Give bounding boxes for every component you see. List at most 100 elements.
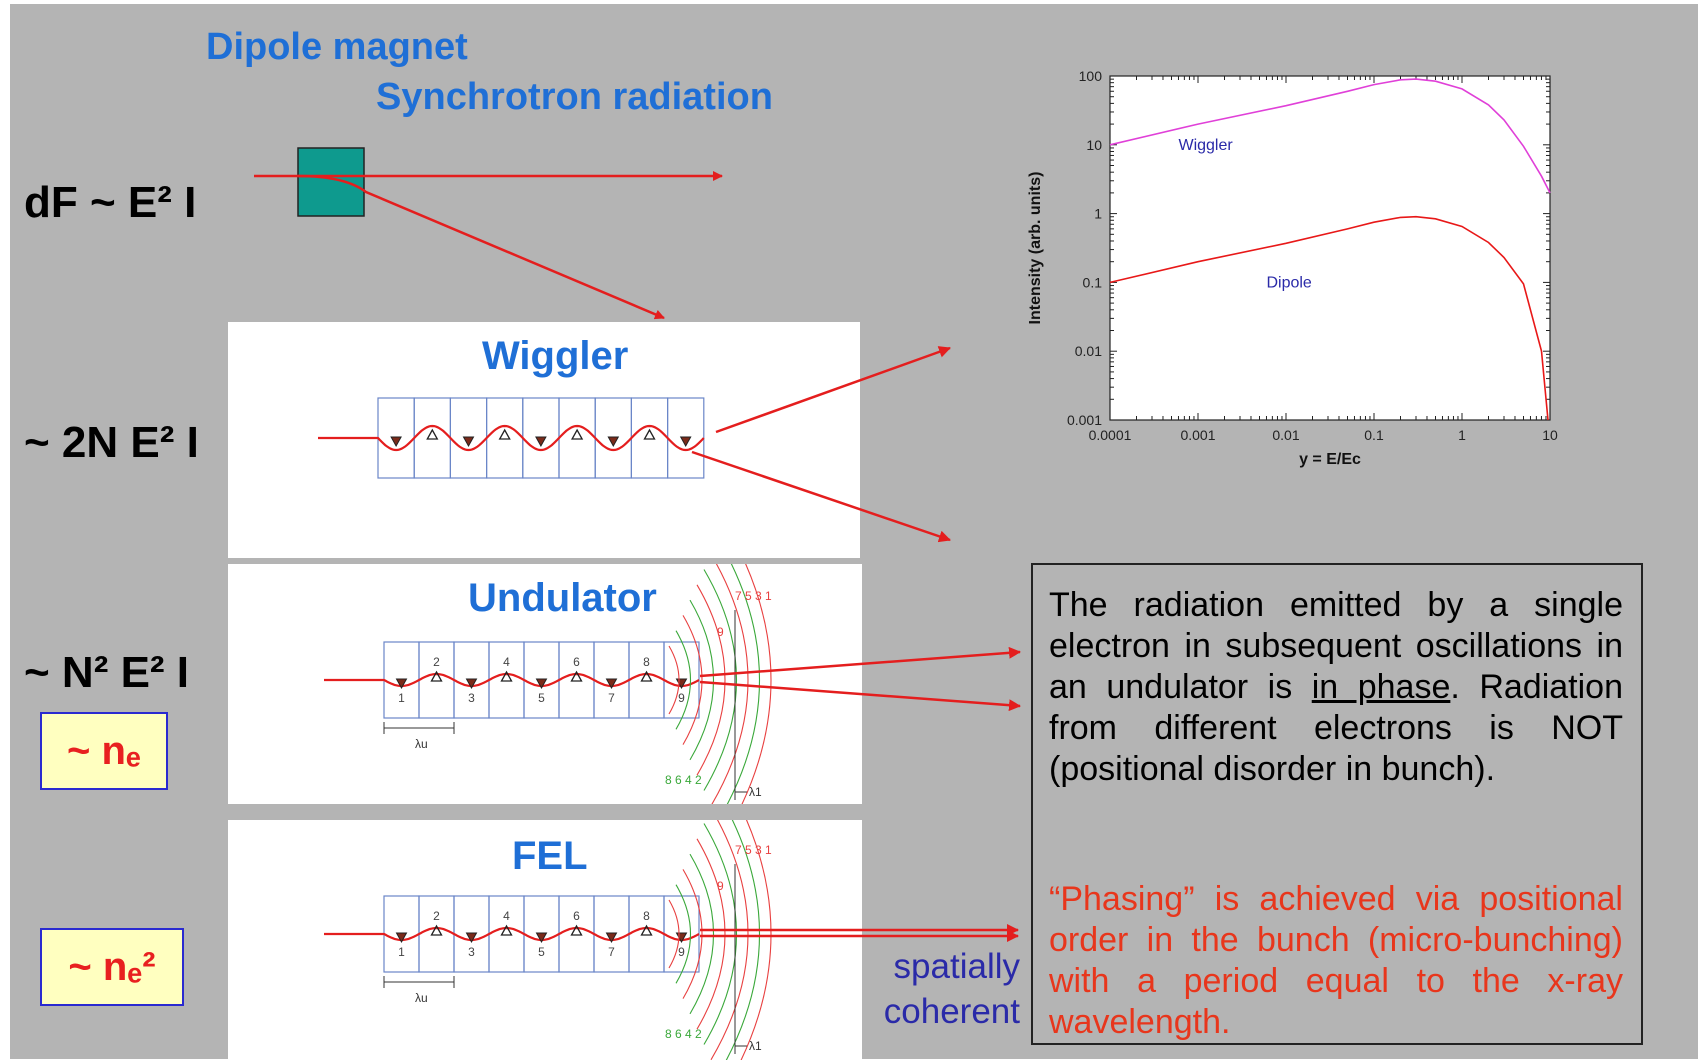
dipole-magnet-block (297, 147, 365, 217)
pole-marker-up (640, 670, 653, 682)
dipole-formula: dF ~ E² I (24, 178, 197, 227)
bent-beam-arrow (297, 174, 665, 320)
phase-text-1: The radiation emitted by a single electr… (1049, 586, 1623, 706)
series-label-bg (1264, 272, 1320, 292)
wavelength-label: λ1 (749, 1039, 762, 1053)
pole-marker-up (643, 428, 656, 440)
dipole-magnet-title: Dipole magnet (206, 26, 468, 68)
wiggler-panel: Wiggler (228, 322, 860, 558)
pole-number: 2 (433, 655, 440, 669)
pole-number: 1 (398, 945, 405, 959)
wave-labels-top: 7 5 3 1 (735, 843, 772, 857)
wiggler-title: Wiggler (482, 334, 629, 378)
electron-trajectory (318, 424, 705, 452)
pole-number: 4 (503, 909, 510, 923)
undulator-drawing: 1 2 3 4 5 6 7 8 9 7 5 3 1 9 8 6 4 2 λu λ1 (324, 564, 772, 804)
pole-number: 2 (433, 909, 440, 923)
y-tick-label: 100 (1079, 68, 1103, 84)
pole-marker-down (465, 932, 478, 944)
series-label-wiggler: Wiggler (1178, 137, 1233, 154)
pole-marker-down (605, 678, 618, 690)
wiggler-lower-arrow (691, 450, 951, 543)
wavefront-arc (682, 615, 703, 745)
pole-number: 6 (573, 909, 580, 923)
x-tick-label: 0.1 (1364, 427, 1384, 443)
pole-number: 4 (503, 655, 510, 669)
wavefront-arc (696, 584, 726, 776)
x-tick-label: 1 (1458, 427, 1466, 443)
wave-label-9: 9 (717, 879, 724, 893)
x-axis-label: y = E/Ec (1299, 451, 1361, 468)
wavefront-arc (741, 564, 772, 804)
wavefront-arc (675, 884, 691, 984)
pole-marker-down (465, 678, 478, 690)
period-label: λu (415, 737, 428, 751)
x-tick-label: 0.001 (1180, 427, 1215, 443)
pole-marker-up (570, 924, 583, 936)
pole-number: 6 (573, 655, 580, 669)
pole-marker-up (570, 670, 583, 682)
wavefront-arc (668, 899, 680, 969)
wavefront-arc (682, 869, 703, 999)
wiggler-drawing (318, 397, 705, 479)
y-tick-label: 1 (1094, 206, 1102, 222)
wave-labels-bottom: 8 6 4 2 (665, 1027, 702, 1041)
undulator-panel: Undulator 1 2 3 4 5 6 7 8 9 7 5 3 1 9 8 6 4 2 λu λ1 (228, 564, 862, 804)
wavefront-arc (689, 853, 715, 1015)
ne-scaling-box: ~ nₑ (40, 712, 168, 790)
phase-text-2: . Radiation from different electrons is … (1049, 668, 1624, 788)
wavelength-label: λ1 (749, 785, 762, 799)
fel-title: FEL (512, 834, 588, 878)
undulator-lower-arrow (699, 680, 1021, 712)
wavefront-arc (726, 564, 761, 804)
wavefront-arc (696, 838, 726, 1030)
pole-number: 5 (538, 945, 545, 959)
pole-marker-down (679, 436, 692, 448)
wavefront-arc (689, 599, 715, 761)
wavefront-arc (740, 820, 772, 1060)
period-label: λu (415, 991, 428, 1005)
pole-marker-up (500, 924, 513, 936)
intensity-chart: 0.0001 0.001 0.01 0.1 1 100.0010.010.1110100y… (1027, 68, 1558, 468)
pole-marker-down (535, 678, 548, 690)
wiggler-formula: ~ 2N E² I (24, 418, 199, 467)
series-label-bg (1176, 134, 1241, 154)
pole-number: 7 (608, 945, 615, 959)
pole-marker-up (426, 428, 439, 440)
fel-drawing: 1 2 3 4 5 6 7 8 9 7 5 3 1 9 8 6 4 2 λu λ1 (324, 820, 772, 1060)
pole-number: 3 (468, 945, 475, 959)
coherent-line: coherent (883, 992, 1020, 1031)
pole-marker-up (430, 924, 443, 936)
ne-squared-scaling-box: ~ nₑ² (40, 928, 184, 1006)
wavefront-arc (711, 564, 749, 804)
phasing-paragraph: “Phasing” is achieved via positional ord… (1049, 880, 1623, 1041)
undulator-title: Undulator (468, 576, 657, 620)
plot-area (1109, 75, 1551, 421)
pole-number: 9 (678, 945, 685, 959)
x-tick-label: 10 (1542, 427, 1558, 443)
pole-marker-down (535, 932, 548, 944)
pole-number: 7 (608, 691, 615, 705)
wiggler-upper-arrow (715, 346, 951, 434)
y-tick-label: 0.001 (1067, 412, 1102, 428)
wavefront-arc (675, 630, 691, 730)
pole-marker-down (390, 436, 402, 448)
pole-marker-up (500, 670, 513, 682)
in-phase-text: in phase (1311, 668, 1451, 706)
wave-label-9: 9 (717, 625, 724, 639)
wavefront-arc (703, 823, 738, 1045)
pole-marker-down (395, 932, 408, 944)
pole-marker-down (462, 436, 475, 448)
pole-number: 8 (643, 655, 650, 669)
wavefront-arc (668, 645, 680, 715)
pole-marker-down (395, 678, 408, 690)
pole-marker-down (607, 436, 620, 448)
pole-number: 5 (538, 691, 545, 705)
pole-marker-up (640, 924, 653, 936)
spatially-coherent-label: spatially coherent (872, 944, 1020, 1034)
synchrotron-radiation-title: Synchrotron radiation (376, 76, 773, 118)
wave-labels-bottom: 8 6 4 2 (665, 773, 702, 787)
x-tick-label: 0.01 (1272, 427, 1299, 443)
